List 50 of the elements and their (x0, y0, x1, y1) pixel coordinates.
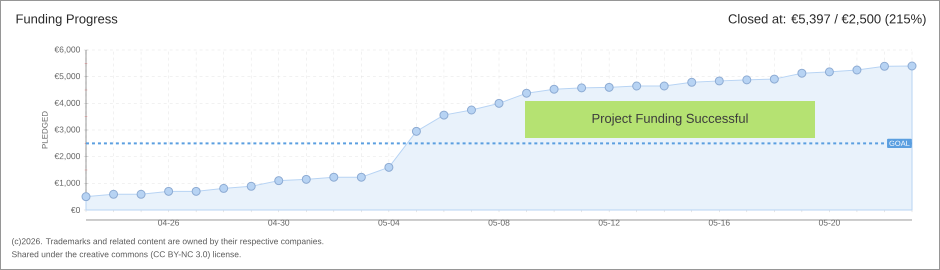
y-tick-label: €3,000 (54, 126, 80, 134)
point (522, 88, 532, 98)
point (770, 74, 779, 84)
x-tick-label: 05-04 (378, 220, 400, 226)
point (412, 126, 421, 136)
point (852, 66, 862, 75)
point (136, 190, 146, 199)
point (356, 172, 366, 182)
x-tick-label: 04-30 (268, 220, 290, 226)
point (192, 186, 201, 196)
point (219, 184, 228, 193)
chart-title: Funding Progress (16, 14, 118, 26)
x-tick-label: 05-12 (598, 220, 620, 226)
point (384, 162, 394, 172)
point (109, 190, 118, 199)
chart-subtitle: Closed at: €5,397 / €2,500 (215%) (728, 14, 926, 26)
x-tick-label: 05-16 (708, 220, 730, 226)
point (797, 68, 806, 78)
text: (c)2026. Trademarks and related content are owned by their respective companies. (12, 238, 324, 246)
point (742, 75, 752, 84)
point (439, 110, 448, 120)
x-tick-label: 05-20 (818, 220, 840, 226)
y-tick-label: €4,000 (54, 100, 80, 107)
point (660, 82, 669, 91)
y-tick-label: €6,000 (54, 46, 80, 54)
x-tick-label: 04-26 (158, 220, 180, 226)
x-tick-label: 05-08 (488, 220, 510, 226)
point (246, 182, 256, 191)
text: Shared under the creative commons (CC BY-NC 3.0) license. (12, 251, 241, 259)
point (687, 78, 696, 87)
point (302, 174, 311, 184)
point (714, 76, 724, 86)
point (494, 98, 504, 108)
point (908, 62, 917, 71)
annotation: Project Funding Successful (592, 113, 748, 126)
point (329, 172, 338, 182)
y-tick-label: €5,000 (54, 73, 80, 80)
point (824, 67, 834, 76)
y-tick-label: €0 (71, 207, 80, 213)
y-tick-label: €1,000 (54, 180, 80, 187)
point (577, 83, 586, 92)
point (466, 106, 476, 115)
point (82, 192, 91, 202)
point (880, 62, 889, 71)
point (550, 84, 559, 94)
y-tick-label: €2,000 (54, 153, 80, 160)
point (274, 176, 284, 186)
point (604, 82, 614, 92)
point (164, 186, 174, 196)
point (632, 82, 642, 91)
